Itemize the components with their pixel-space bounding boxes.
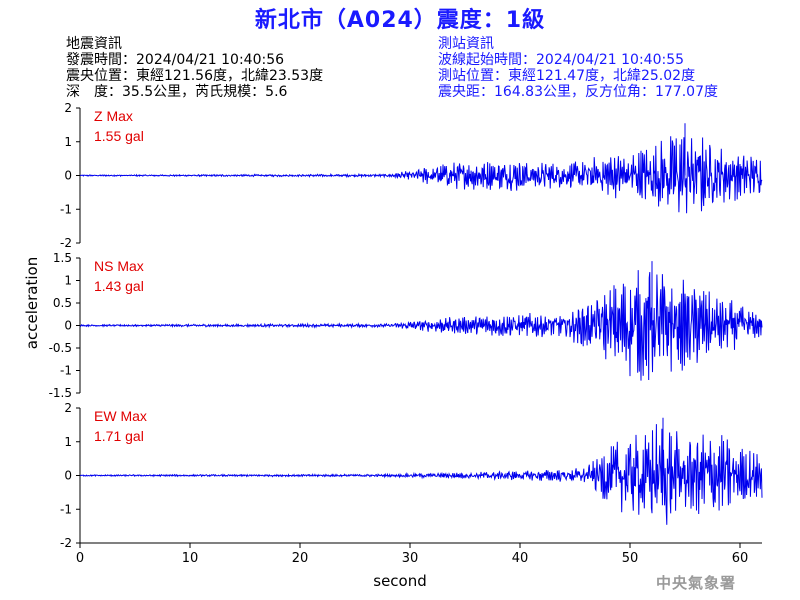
station-info-block: 測站資訊 波線起始時間：2024/04/21 10:40:55 測站位置：東經1… <box>438 36 718 100</box>
y-tick-label: -1 <box>60 502 72 516</box>
y-tick-label: 0 <box>64 319 72 333</box>
x-tick-label: 40 <box>512 551 529 566</box>
waveform-ew <box>79 424 763 525</box>
y-tick-label: 0 <box>64 469 72 483</box>
y-tick-label: -1 <box>60 364 72 378</box>
y-tick-label: 1.5 <box>53 251 72 265</box>
panel-ns: -1.5 -1 -0.5 0 0.5 1 1.5 NS Max 1.43 gal <box>49 251 763 400</box>
epicenter-location: 震央位置：東經121.56度，北緯23.53度 <box>66 68 324 84</box>
panel-ew: -2 -1 0 1 2 EW Max 1.71 gal <box>60 401 763 550</box>
max-label-ns: NS Max <box>94 258 144 274</box>
panel-z: -2 -1 0 1 2 Z Max 1.55 gal <box>60 101 763 250</box>
x-tick-label: 30 <box>402 551 419 566</box>
x-axis-title: second <box>373 572 427 590</box>
y-tick-label: -2 <box>60 236 72 250</box>
y-tick-label: 2 <box>64 401 72 415</box>
earthquake-info-block: 地震資訊 發震時間：2024/04/21 10:40:56 震央位置：東經121… <box>66 36 323 100</box>
chart-title: 新北市（A024）震度：1級 <box>254 8 546 33</box>
y-tick-label: 1 <box>64 435 72 449</box>
earthquake-time: 發震時間：2024/04/21 10:40:56 <box>66 52 285 68</box>
max-value-z: 1.55 gal <box>94 128 144 144</box>
earthquake-info-heading: 地震資訊 <box>66 36 122 52</box>
max-value-ns: 1.43 gal <box>94 278 144 294</box>
max-label-ew: EW Max <box>94 408 147 424</box>
x-tick-label: 0 <box>76 551 84 566</box>
x-tick-label: 20 <box>292 551 309 566</box>
y-tick-label: -2 <box>60 536 72 550</box>
waveform-z <box>80 136 763 214</box>
y-tick-label: 2 <box>64 101 72 115</box>
max-value-ew: 1.71 gal <box>94 428 144 444</box>
waveform-ns <box>79 270 763 381</box>
y-tick-label: -0.5 <box>49 341 72 355</box>
epicentral-distance: 震央距：164.83公里，反方位角：177.07度 <box>438 84 718 100</box>
wave-start-time: 波線起始時間：2024/04/21 10:40:55 <box>438 52 685 68</box>
x-tick-label: 50 <box>622 551 639 566</box>
x-tick-label: 10 <box>182 551 199 566</box>
depth-magnitude: 深 度：35.5公里，芮氏規模：5.6 <box>66 84 288 100</box>
station-location: 測站位置：東經121.47度，北緯25.02度 <box>438 68 696 84</box>
max-label-z: Z Max <box>94 108 133 124</box>
y-tick-label: -1 <box>60 202 72 216</box>
x-tick-label: 60 <box>732 551 749 566</box>
y-tick-label: -1.5 <box>49 386 72 400</box>
station-info-heading: 測站資訊 <box>438 36 494 52</box>
y-tick-label: 0 <box>64 169 72 183</box>
y-tick-label: 1 <box>64 135 72 149</box>
y-axis-title: acceleration <box>23 257 41 349</box>
agency-label: 中央氣象署 <box>656 574 737 592</box>
y-tick-label: 1 <box>64 274 72 288</box>
y-tick-label: 0.5 <box>53 296 72 310</box>
